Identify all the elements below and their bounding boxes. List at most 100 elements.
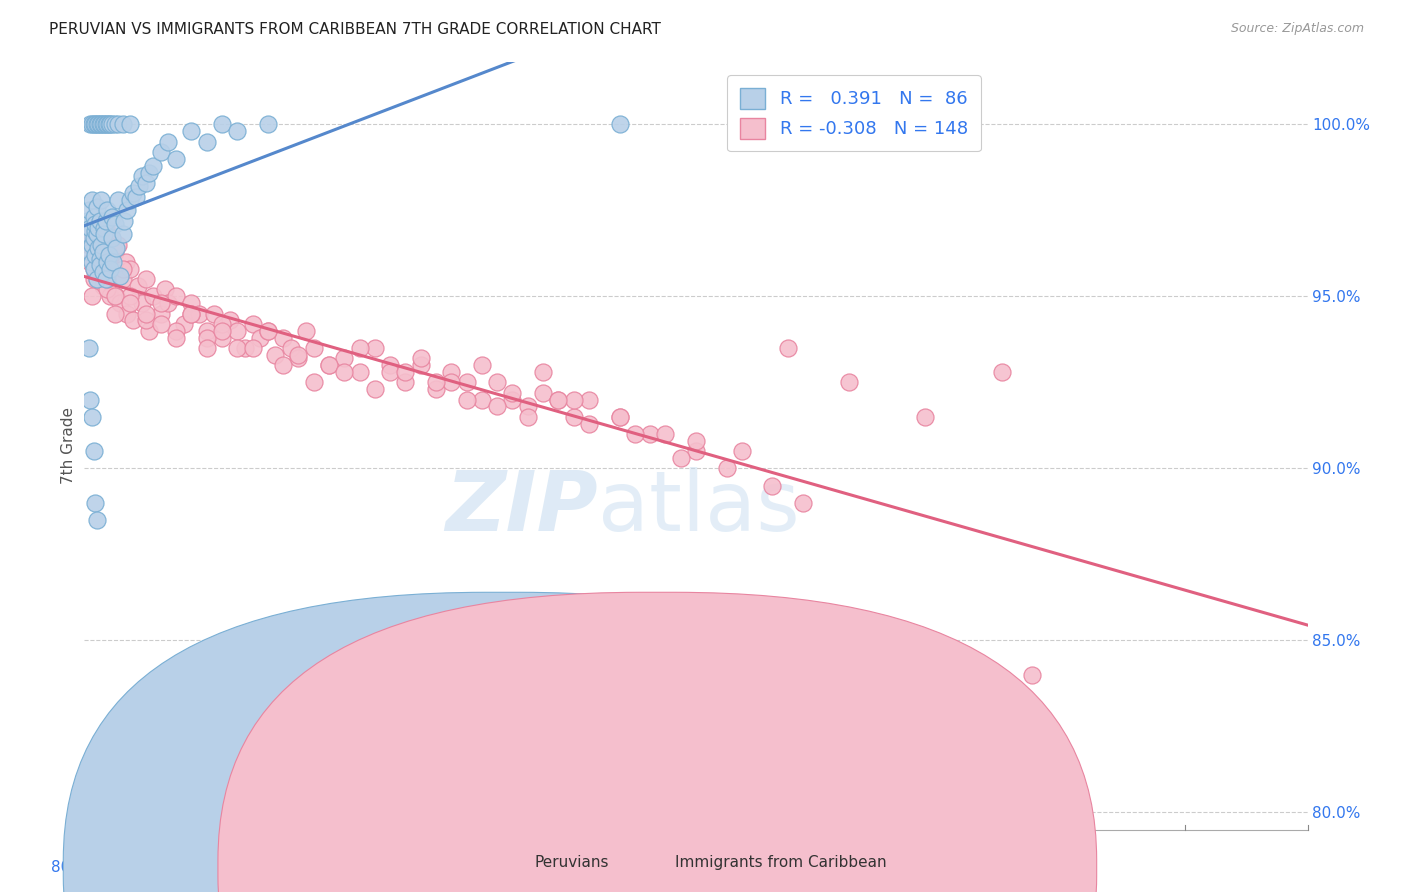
Point bbox=[138, 165, 160, 179]
Point bbox=[101, 231, 124, 245]
Point bbox=[86, 244, 108, 259]
Point bbox=[91, 117, 114, 131]
Point bbox=[104, 117, 127, 131]
Point bbox=[80, 227, 103, 242]
Point bbox=[84, 496, 107, 510]
Point bbox=[280, 341, 302, 355]
Point bbox=[188, 307, 211, 321]
Point bbox=[89, 237, 111, 252]
Point bbox=[101, 231, 124, 245]
Point bbox=[149, 296, 172, 310]
Point bbox=[226, 341, 249, 355]
Point bbox=[257, 324, 280, 338]
Point bbox=[456, 392, 478, 407]
Point bbox=[93, 220, 115, 235]
Point bbox=[83, 211, 105, 225]
Point bbox=[173, 317, 195, 331]
Point bbox=[96, 272, 118, 286]
Point bbox=[77, 227, 100, 242]
Point bbox=[609, 409, 631, 424]
Point bbox=[792, 496, 814, 510]
Point bbox=[731, 444, 754, 458]
Point bbox=[135, 176, 157, 190]
Point bbox=[114, 255, 136, 269]
Point bbox=[107, 237, 129, 252]
Point bbox=[101, 117, 124, 131]
Point bbox=[531, 365, 554, 379]
Point bbox=[142, 289, 165, 303]
Point bbox=[112, 213, 135, 227]
Point bbox=[98, 289, 121, 303]
Point bbox=[349, 341, 371, 355]
Point bbox=[654, 427, 676, 442]
Text: atlas: atlas bbox=[598, 467, 800, 548]
Point bbox=[94, 272, 117, 286]
Point bbox=[84, 224, 107, 238]
Point bbox=[1021, 667, 1043, 681]
Point bbox=[149, 145, 172, 159]
Point bbox=[79, 117, 101, 131]
Legend: R =   0.391   N =  86, R = -0.308   N = 148: R = 0.391 N = 86, R = -0.308 N = 148 bbox=[727, 75, 980, 152]
Point bbox=[89, 117, 111, 131]
Point bbox=[93, 227, 115, 242]
Point bbox=[91, 279, 114, 293]
Point bbox=[93, 227, 115, 242]
Point bbox=[761, 478, 783, 492]
Point bbox=[914, 409, 936, 424]
Text: Peruvians: Peruvians bbox=[534, 855, 609, 870]
Point bbox=[333, 365, 356, 379]
Point bbox=[96, 283, 118, 297]
Point bbox=[77, 341, 100, 355]
Point bbox=[226, 324, 249, 338]
Point bbox=[79, 392, 101, 407]
Point bbox=[165, 324, 187, 338]
Point bbox=[157, 135, 180, 149]
Point bbox=[111, 227, 134, 242]
Point bbox=[86, 513, 108, 527]
Point bbox=[84, 220, 107, 235]
Point bbox=[104, 289, 127, 303]
Point bbox=[80, 117, 103, 131]
Point bbox=[135, 272, 157, 286]
Point bbox=[91, 265, 114, 279]
Point bbox=[87, 220, 110, 235]
Point bbox=[86, 200, 108, 214]
Point bbox=[471, 392, 494, 407]
Point bbox=[80, 409, 103, 424]
Point bbox=[516, 409, 538, 424]
Point bbox=[157, 296, 180, 310]
Point bbox=[101, 211, 124, 225]
Point bbox=[991, 365, 1014, 379]
Point bbox=[97, 117, 120, 131]
Point bbox=[89, 255, 111, 269]
Point bbox=[80, 255, 103, 269]
Point bbox=[104, 217, 127, 231]
Point bbox=[91, 244, 114, 259]
Point bbox=[83, 231, 105, 245]
Point bbox=[165, 331, 187, 345]
Point bbox=[131, 296, 153, 310]
Point bbox=[547, 392, 569, 407]
Point bbox=[98, 261, 121, 276]
Point bbox=[502, 392, 524, 407]
Point bbox=[94, 117, 117, 131]
Point bbox=[249, 331, 271, 345]
Point bbox=[669, 450, 692, 465]
Point bbox=[165, 289, 187, 303]
Point bbox=[271, 331, 294, 345]
Point bbox=[609, 409, 631, 424]
Point bbox=[115, 203, 138, 218]
Point bbox=[578, 392, 600, 407]
Point bbox=[364, 341, 387, 355]
Point bbox=[120, 296, 142, 310]
Point bbox=[89, 213, 111, 227]
Point bbox=[516, 400, 538, 414]
Point bbox=[111, 117, 134, 131]
Point bbox=[108, 268, 131, 283]
Point bbox=[79, 255, 101, 269]
Point bbox=[83, 261, 105, 276]
Point bbox=[86, 272, 108, 286]
Point bbox=[180, 124, 202, 138]
Text: PERUVIAN VS IMMIGRANTS FROM CARIBBEAN 7TH GRADE CORRELATION CHART: PERUVIAN VS IMMIGRANTS FROM CARIBBEAN 7T… bbox=[49, 22, 661, 37]
Point bbox=[218, 313, 240, 327]
